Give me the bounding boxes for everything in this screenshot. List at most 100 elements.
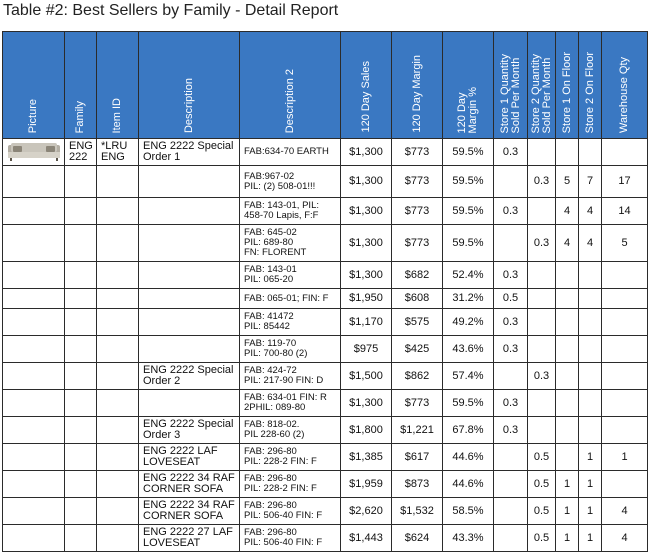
description-2-cell: FAB: 296-80 PIL: 506-40 FIN: F [239, 524, 341, 552]
description-2-line: FAB: 143-01, PIL: [244, 200, 319, 211]
description-cell: ENG 2222 Special Order 1 [138, 138, 240, 166]
sales-cell: $975 [340, 335, 392, 363]
family-cell [64, 335, 97, 363]
item-id-cell [96, 443, 139, 471]
description-2-line: FAB: 41472 [244, 311, 294, 322]
margin-pct-cell: 52.4% [442, 261, 494, 289]
sofa-icon [7, 143, 60, 161]
store2-qty-cell: 0.3 [527, 224, 556, 262]
margin-cell: $873 [391, 470, 443, 498]
family-cell: ENG 222 [64, 138, 97, 166]
description-cell [138, 335, 240, 363]
store1-qty-cell [493, 224, 528, 262]
item-id-cell [96, 288, 139, 309]
margin-cell: $608 [391, 288, 443, 309]
header-margin-pct: 120 Day Margin % [442, 31, 494, 139]
family-cell [64, 165, 97, 198]
family-cell [64, 470, 97, 498]
store1-qty-cell [493, 362, 528, 390]
store1-floor-cell: 1 [555, 524, 579, 552]
store1-floor-cell: 1 [555, 497, 579, 525]
table-row: ENG 2222 Special Order 2 FAB: 424-72 PIL: … [2, 362, 648, 390]
store2-floor-cell: 1 [578, 470, 602, 498]
warehouse-qty-cell: 4 [601, 524, 648, 552]
item-id-cell [96, 261, 139, 289]
header-120-day-sales: 120 Day Sales [340, 31, 392, 139]
item-id-cell [96, 197, 139, 225]
family-cell [64, 416, 97, 444]
store2-qty-cell [527, 138, 556, 166]
store1-qty-cell [493, 524, 528, 552]
family-cell [64, 288, 97, 309]
store2-qty-cell [527, 288, 556, 309]
description-2-line: PIL: (2) 508-01!!! [244, 180, 316, 192]
description-cell: ENG 2222 34 RAF CORNER SOFA [138, 497, 240, 525]
header-store1-floor: Store 1 On Floor [555, 31, 579, 139]
table-row: FAB:967-02 PIL: (2) 508-01!!! $1,300 $773 59… [2, 165, 648, 198]
picture-cell [2, 288, 65, 309]
family-cell [64, 261, 97, 289]
margin-pct-cell: 49.2% [442, 308, 494, 336]
picture-cell [2, 389, 65, 417]
store1-floor-cell [555, 138, 579, 166]
description-2-cell: FAB: 143-01 PIL: 065-20 [239, 261, 341, 289]
margin-cell: $1,532 [391, 497, 443, 525]
store2-qty-cell: 0.5 [527, 497, 556, 525]
store1-floor-cell: 1 [555, 470, 579, 498]
description-2-line: FAB: 143-01 [244, 264, 297, 275]
store2-qty-cell [527, 416, 556, 444]
header-family: Family [64, 31, 97, 139]
family-cell [64, 524, 97, 552]
store2-floor-cell [578, 416, 602, 444]
store1-qty-cell [493, 470, 528, 498]
picture-cell [2, 362, 65, 390]
margin-pct-cell: 43.6% [442, 335, 494, 363]
store1-floor-cell: 4 [555, 224, 579, 262]
sales-cell: $1,500 [340, 362, 392, 390]
header-item-id: Item ID [96, 31, 139, 139]
margin-pct-cell: 59.5% [442, 224, 494, 262]
description-2-cell: FAB: 065-01; FIN: F [239, 288, 341, 309]
warehouse-qty-cell: 5 [601, 224, 648, 262]
store2-floor-cell: 4 [578, 224, 602, 262]
description-2-cell: FAB: 41472 PIL: 85442 [239, 308, 341, 336]
table-row: FAB: 634-01 FIN: R 2PHIL: 089-80 $1,300 $77… [2, 389, 648, 417]
description-2-cell: FAB: 296-80 PIL: 228-2 FIN: F [239, 443, 341, 471]
table-row: FAB: 143-01 PIL: 065-20 $1,300 $682 52.4% 0.3 [2, 261, 648, 289]
description-2-line: 458-70 Lapis, F:F [244, 210, 319, 221]
sales-cell: $1,959 [340, 470, 392, 498]
store1-floor-cell [555, 308, 579, 336]
table-row: ENG 2222 34 RAF CORNER SOFA FAB: 296-80 PI… [2, 497, 648, 525]
family-cell [64, 224, 97, 262]
header-warehouse-qty: Warehouse Qty [601, 31, 648, 139]
table-row: ENG 2222 34 RAF CORNER SOFA FAB: 296-80 PI… [2, 470, 648, 498]
store2-floor-cell [578, 308, 602, 336]
picture-cell [2, 165, 65, 198]
margin-cell: $425 [391, 335, 443, 363]
warehouse-qty-cell [601, 261, 648, 289]
store1-floor-cell: 5 [555, 165, 579, 198]
margin-cell: $1,221 [391, 416, 443, 444]
description-2-line: FAB:634-70 EARTH [244, 146, 329, 157]
store1-qty-cell [493, 165, 528, 198]
store2-floor-cell: 4 [578, 197, 602, 225]
description-2-line: FN: FLORENT [244, 247, 307, 258]
description-2-line: PIL: 506-40 FIN: F [244, 537, 323, 548]
sales-cell: $1,300 [340, 165, 392, 198]
item-id-cell [96, 335, 139, 363]
picture-cell [2, 197, 65, 225]
sales-cell: $1,950 [340, 288, 392, 309]
description-2-line: FAB: 119-70 [244, 338, 297, 349]
table-row: ENG 2222 27 LAF LOVESEAT FAB: 296-80 PIL: … [2, 524, 648, 552]
item-id-cell [96, 308, 139, 336]
description-2-line: PIL: 506-40 FIN: F [244, 510, 323, 521]
warehouse-qty-cell [601, 288, 648, 309]
item-id-cell [96, 224, 139, 262]
item-id-cell [96, 362, 139, 390]
table-row: ENG 2222 Special Order 3 FAB: 818-02. PIL … [2, 416, 648, 444]
description-cell [138, 308, 240, 336]
store1-floor-cell [555, 362, 579, 390]
margin-cell: $862 [391, 362, 443, 390]
warehouse-qty-cell [601, 138, 648, 166]
description-2-cell: FAB:634-70 EARTH [239, 138, 341, 166]
